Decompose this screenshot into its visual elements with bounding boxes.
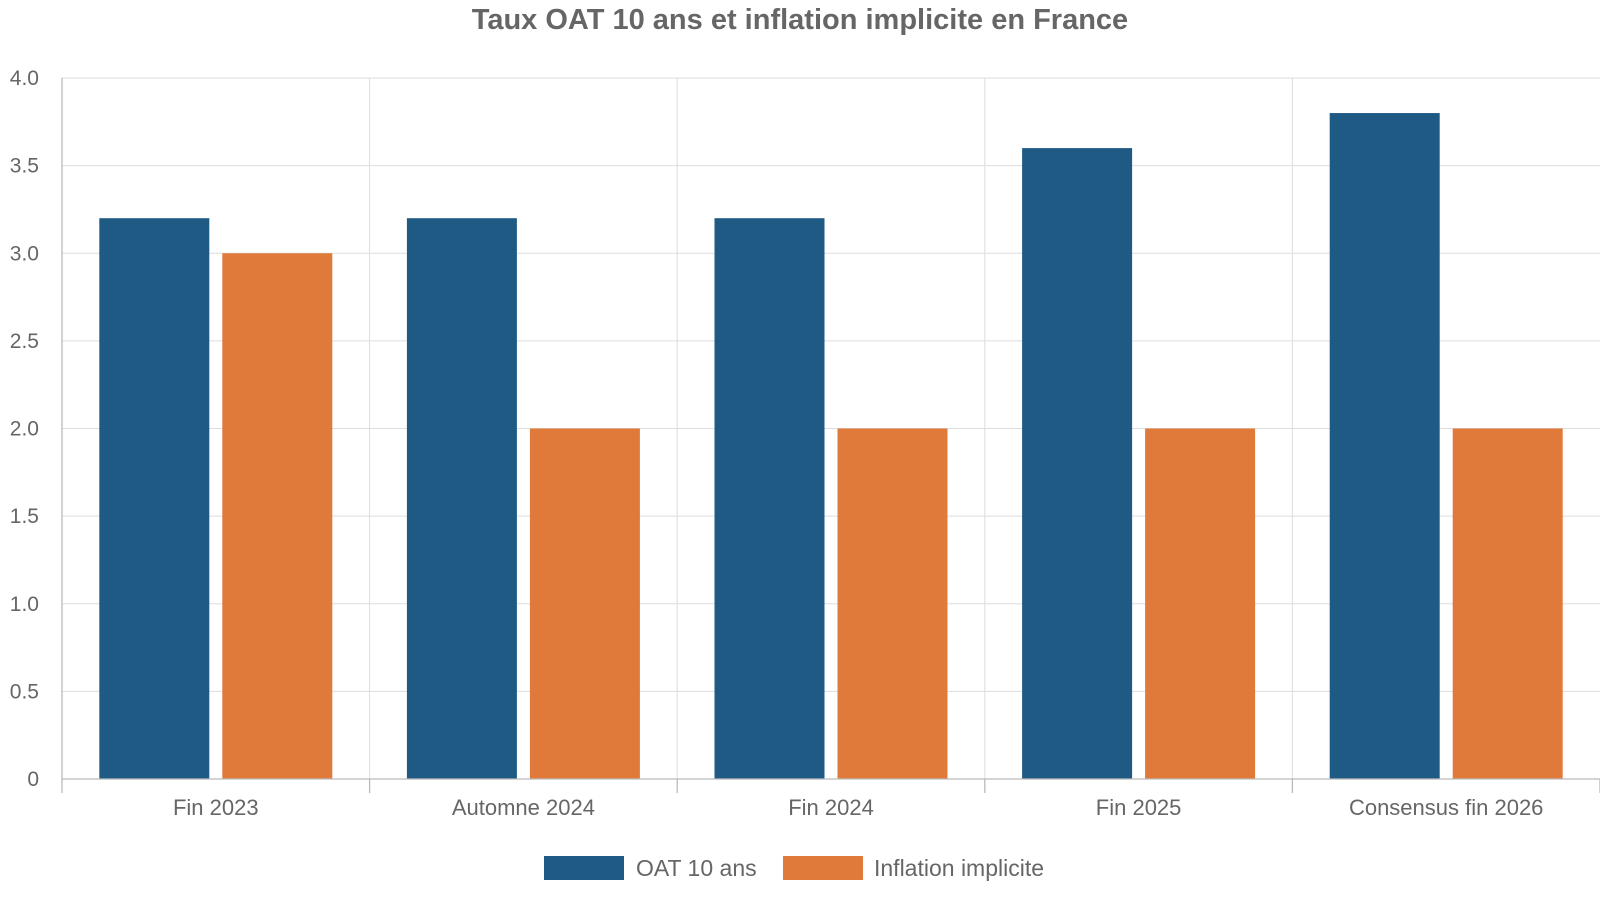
- bar-oat-10-ans: [1329, 113, 1440, 780]
- y-tick-label: 0: [27, 768, 39, 791]
- bar-inflation-implicite: [222, 253, 333, 779]
- x-axis: [61, 78, 1600, 793]
- x-tick-label: Fin 2024: [788, 795, 874, 820]
- bar-oat-10-ans: [406, 218, 517, 779]
- y-tick-label: 1.0: [10, 593, 39, 616]
- y-tick-label: 2.0: [10, 418, 39, 441]
- x-tick-label: Fin 2023: [173, 795, 259, 820]
- legend-swatch: [544, 856, 624, 880]
- legend-label: Inflation implicite: [874, 855, 1044, 881]
- x-axis-ticks: Fin 2023 Automne 2024 Fin 2024 Fin 2025 Cons…: [173, 795, 1543, 820]
- y-tick-label: 3.0: [10, 242, 39, 265]
- legend-label: OAT 10 ans: [636, 855, 757, 881]
- y-tick-label: 1.5: [10, 505, 39, 528]
- bar-inflation-implicite: [1145, 428, 1256, 779]
- bar-inflation-implicite: [1452, 428, 1563, 779]
- bar-inflation-implicite: [837, 428, 948, 779]
- x-tick-label: Consensus fin 2026: [1349, 795, 1543, 820]
- y-tick-label: 2.5: [10, 330, 39, 353]
- bars: [99, 113, 1563, 780]
- y-axis-ticks: 0 0.5 1.0 1.5 2.0 2.5 3.0 3.5 4.0: [10, 67, 39, 791]
- y-tick-label: 3.5: [10, 155, 39, 178]
- bar-inflation-implicite: [529, 428, 640, 779]
- y-tick-label: 4.0: [10, 67, 39, 90]
- legend-swatch: [783, 856, 863, 880]
- x-tick-label: Automne 2024: [452, 795, 595, 820]
- bar-oat-10-ans: [714, 218, 825, 779]
- bar-oat-10-ans: [1022, 148, 1133, 780]
- legend: OAT 10 ans Inflation implicite: [544, 855, 1044, 881]
- bar-oat-10-ans: [99, 218, 210, 779]
- x-tick-label: Fin 2025: [1096, 795, 1182, 820]
- chart-title: Taux OAT 10 ans et inflation implicite e…: [472, 4, 1128, 36]
- y-tick-label: 0.5: [10, 680, 39, 703]
